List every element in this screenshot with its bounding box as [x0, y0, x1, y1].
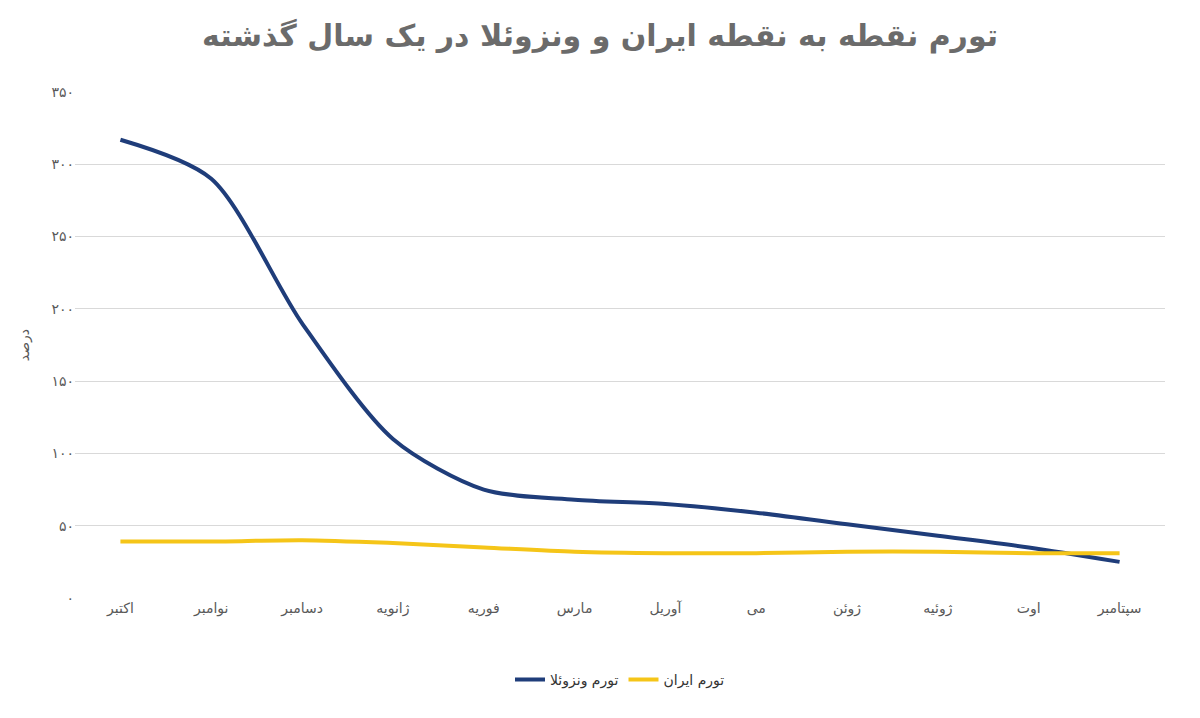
svg-text:ژانویه: ژانویه [376, 600, 409, 617]
svg-text:۵۰: ۵۰ [59, 518, 74, 534]
svg-text:تورم ونزوئلا: تورم ونزوئلا [550, 672, 619, 689]
svg-text:سپتامبر: سپتامبر [1097, 600, 1142, 617]
svg-text:۱۵۰: ۱۵۰ [51, 373, 74, 389]
svg-text:فوریه: فوریه [468, 600, 500, 617]
svg-text:تورم نقطه به نقطه ایران و ونزو: تورم نقطه به نقطه ایران و ونزوئلا در یک … [202, 18, 998, 54]
svg-text:اکتبر: اکتبر [106, 600, 134, 617]
svg-text:مارس: مارس [557, 600, 593, 617]
svg-text:۲۰۰: ۲۰۰ [51, 301, 74, 317]
svg-text:۳۵۰: ۳۵۰ [51, 84, 74, 100]
svg-text:دسامبر: دسامبر [280, 600, 323, 617]
svg-text:ژوئن: ژوئن [833, 600, 861, 617]
svg-text:می: می [747, 600, 766, 616]
svg-text:اوت: اوت [1017, 600, 1041, 617]
svg-text:تورم ایران: تورم ایران [664, 672, 725, 689]
svg-text:۲۵۰: ۲۵۰ [51, 228, 74, 244]
svg-text:۳۰۰: ۳۰۰ [51, 156, 74, 172]
svg-text:نوامبر: نوامبر [193, 600, 228, 617]
svg-text:آوریل: آوریل [649, 600, 682, 617]
svg-text:درصد: درصد [16, 329, 33, 361]
svg-text:ژوئیه: ژوئیه [923, 600, 952, 617]
svg-text:۰: ۰ [66, 590, 74, 606]
svg-text:۱۰۰: ۱۰۰ [51, 445, 74, 461]
